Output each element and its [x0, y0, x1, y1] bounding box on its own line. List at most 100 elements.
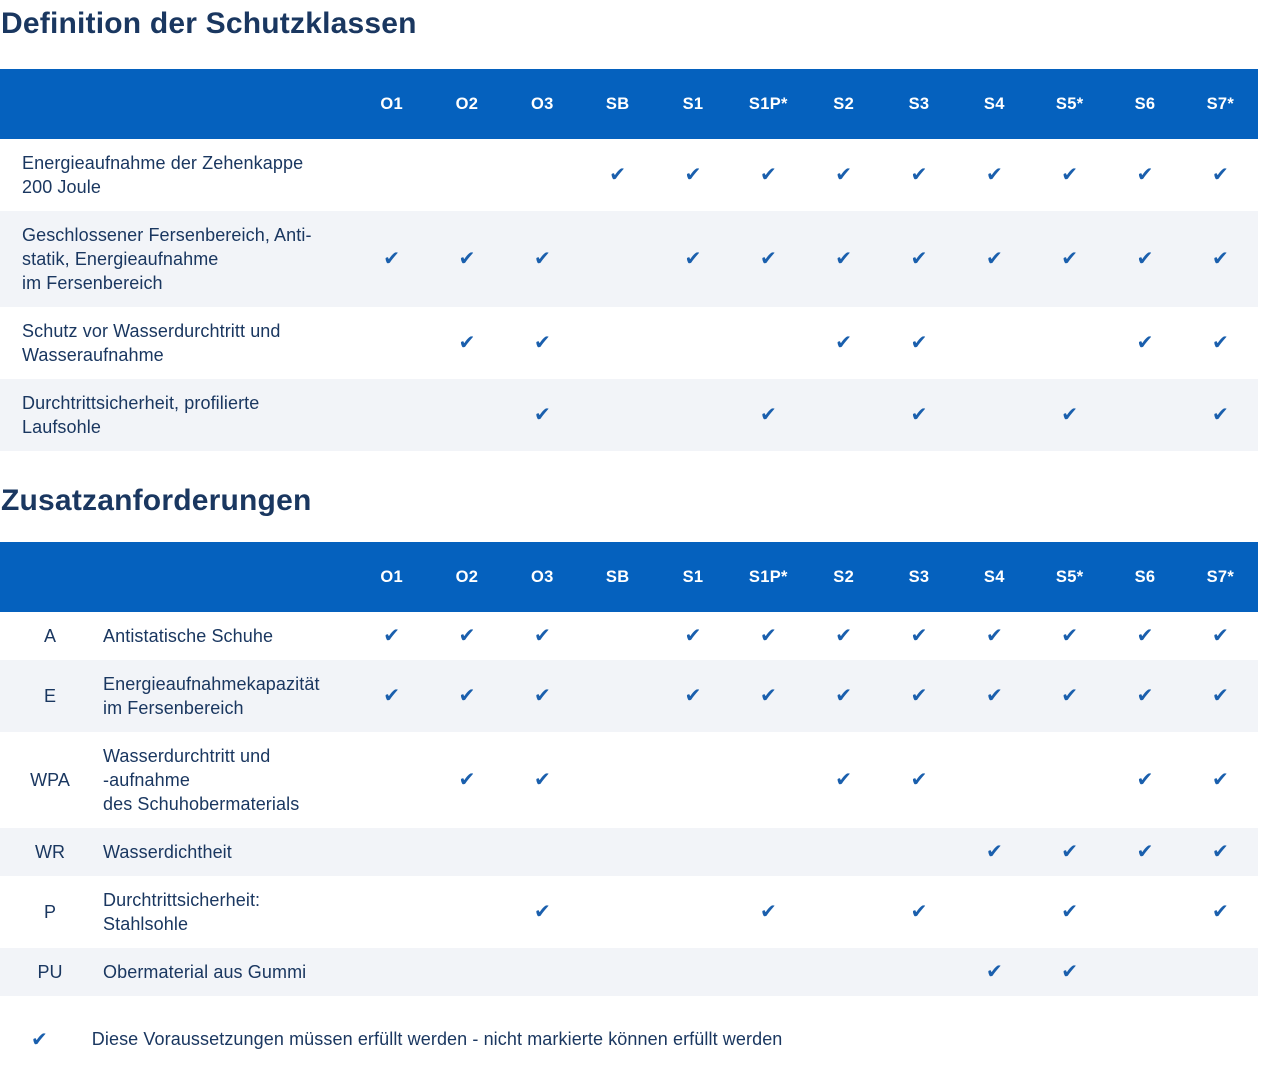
check-icon: ✔ — [684, 625, 702, 647]
column-header-s7star: S7* — [1206, 567, 1235, 586]
check-icon: ✔ — [985, 625, 1003, 647]
column-header-o1: O1 — [380, 567, 403, 586]
column-header-o2: O2 — [455, 567, 479, 586]
check-icon: ✔ — [1061, 961, 1079, 983]
table-row: PU Obermaterial aus Gummi ✔ ✔ — [0, 948, 1258, 996]
check-icon: ✔ — [533, 404, 551, 426]
check-icon: ✔ — [910, 164, 928, 186]
column-header-s6: S6 — [1134, 567, 1156, 586]
row-label: Geschlossener Fersenbereich, Anti- stati… — [22, 225, 312, 293]
check-icon: ✔ — [910, 248, 928, 270]
column-header-o3: O3 — [531, 567, 554, 586]
check-icon: ✔ — [458, 625, 476, 647]
check-icon: ✔ — [533, 901, 551, 923]
row-label: Wasserdichtheit — [103, 842, 232, 862]
column-header-sb: SB — [605, 567, 630, 586]
check-icon: ✔ — [1061, 841, 1079, 863]
check-icon: ✔ — [1211, 841, 1229, 863]
legend-text: Diese Voraussetzungen müssen erfüllt wer… — [91, 1029, 783, 1049]
check-icon: ✔ — [759, 901, 777, 923]
row-label: Schutz vor Wasserdurchtritt und Wasserau… — [22, 321, 281, 365]
check-icon: ✔ — [759, 685, 777, 707]
table-row: WR Wasserdichtheit ✔ ✔ ✔ ✔ — [0, 828, 1258, 876]
check-icon: ✔ — [910, 332, 928, 354]
check-icon: ✔ — [1061, 901, 1079, 923]
check-icon: ✔ — [759, 625, 777, 647]
table-row: E Energieaufnahmekapazität im Fersenberei… — [0, 660, 1258, 732]
column-header-o2: O2 — [455, 94, 479, 113]
check-icon: ✔ — [1211, 404, 1229, 426]
row-label: Energieaufnahmekapazität im Fersenbereic… — [103, 674, 320, 718]
table-body: A Antistatische Schuhe ✔ ✔ ✔ ✔ ✔ ✔ ✔ ✔ ✔ ✔ ✔ E Energie… — [0, 612, 1258, 996]
check-icon: ✔ — [1061, 404, 1079, 426]
legend: ✔ Diese Voraussetzungen müssen erfüllt w… — [0, 1027, 1258, 1052]
check-icon: ✔ — [533, 248, 551, 270]
check-icon: ✔ — [1211, 769, 1229, 791]
check-icon: ✔ — [985, 961, 1003, 983]
check-icon: ✔ — [835, 332, 853, 354]
table-row: P Durchtrittsicherheit: Stahlsohle ✔ ✔ ✔ ✔ ✔ — [0, 876, 1258, 948]
check-icon: ✔ — [1211, 901, 1229, 923]
table-row: Geschlossener Fersenbereich, Anti- stati… — [0, 211, 1258, 307]
table-body: Energieaufnahme der Zehenkappe 200 Joule… — [0, 139, 1258, 451]
check-icon: ✔ — [1061, 248, 1079, 270]
check-icon: ✔ — [910, 901, 928, 923]
schutzklassen-table: O1 O2 O3 SB S1 S1P* S2 S3 S4 S5* S6 S7* Energieaufn… — [0, 69, 1258, 451]
check-icon: ✔ — [1211, 685, 1229, 707]
row-label: Wasserdurchtritt und -aufnahme des Schuh… — [103, 746, 300, 814]
check-icon: ✔ — [985, 685, 1003, 707]
check-icon: ✔ — [458, 332, 476, 354]
column-header-o1: O1 — [380, 94, 403, 113]
check-icon: ✔ — [1211, 164, 1229, 186]
row-label: Energieaufnahme der Zehenkappe 200 Joule — [22, 153, 304, 197]
column-header-s3: S3 — [908, 567, 930, 586]
check-icon: ✔ — [609, 164, 627, 186]
check-icon: ✔ — [835, 164, 853, 186]
check-icon: ✔ — [910, 404, 928, 426]
check-icon: ✔ — [835, 625, 853, 647]
check-icon: ✔ — [533, 685, 551, 707]
table-row: Energieaufnahme der Zehenkappe 200 Joule… — [0, 139, 1258, 211]
check-icon: ✔ — [985, 164, 1003, 186]
column-header-s5star: S5* — [1055, 567, 1084, 586]
column-header-s1pstar: S1P* — [748, 567, 788, 586]
check-icon: ✔ — [1136, 248, 1154, 270]
section-title-zusatzanforderungen: Zusatzanforderungen — [1, 484, 312, 517]
check-icon: ✔ — [759, 248, 777, 270]
check-icon: ✔ — [835, 769, 853, 791]
check-icon: ✔ — [910, 685, 928, 707]
check-icon: ✔ — [1136, 625, 1154, 647]
row-label: Obermaterial aus Gummi — [103, 962, 307, 982]
zusatzanforderungen-table: O1 O2 O3 SB S1 S1P* S2 S3 S4 S5* S6 S7* A Antistatis… — [0, 542, 1258, 996]
column-header-s6: S6 — [1134, 94, 1156, 113]
column-header-o3: O3 — [531, 94, 554, 113]
column-header-s7star: S7* — [1206, 94, 1235, 113]
check-icon: ✔ — [684, 164, 702, 186]
check-icon: ✔ — [1061, 164, 1079, 186]
check-icon: ✔ — [458, 769, 476, 791]
table-row: Schutz vor Wasserdurchtritt und Wasserau… — [0, 307, 1258, 379]
row-label: Durchtrittsicherheit, profilierte Laufso… — [22, 393, 260, 437]
check-icon: ✔ — [533, 625, 551, 647]
row-label: Antistatische Schuhe — [103, 626, 274, 646]
column-header-s4: S4 — [983, 567, 1005, 586]
check-icon: ✔ — [533, 332, 551, 354]
check-icon: ✔ — [1136, 841, 1154, 863]
row-code: WPA — [30, 769, 70, 790]
check-icon: ✔ — [684, 685, 702, 707]
check-icon: ✔ — [1061, 625, 1079, 647]
check-icon: ✔ — [383, 625, 401, 647]
row-code: E — [43, 685, 56, 706]
column-header-s3: S3 — [908, 94, 930, 113]
column-header-s2: S2 — [833, 94, 855, 113]
row-code: WR — [35, 841, 65, 862]
check-icon: ✔ — [759, 404, 777, 426]
table-header-row: O1 O2 O3 SB S1 S1P* S2 S3 S4 S5* S6 S7* — [0, 542, 1258, 612]
page: Definition der Schutzklassen O1 O2 O3 SB S1 S… — [0, 7, 1258, 1052]
check-icon: ✔ — [383, 685, 401, 707]
check-icon: ✔ — [31, 1029, 48, 1051]
table-row: Durchtrittsicherheit, profilierte Laufso… — [0, 379, 1258, 451]
check-icon: ✔ — [684, 248, 702, 270]
column-header-s1: S1 — [682, 94, 704, 113]
check-icon: ✔ — [1136, 685, 1154, 707]
